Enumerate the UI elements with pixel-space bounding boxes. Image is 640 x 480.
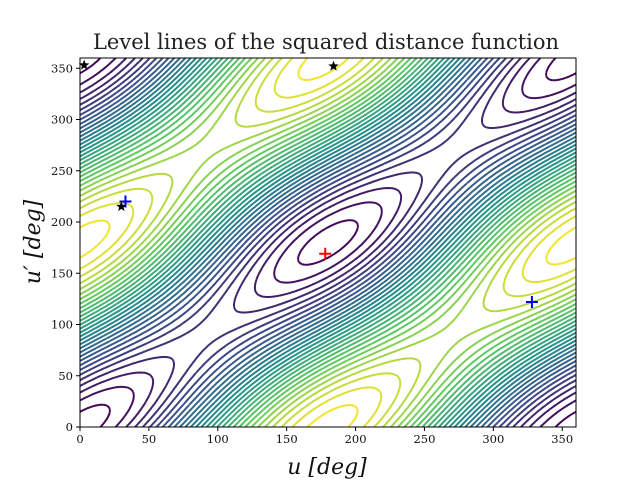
contour-level <box>80 58 576 427</box>
maximum-marker <box>319 247 332 260</box>
contour-level <box>80 58 576 427</box>
contour-level <box>80 58 576 427</box>
chart-title: Level lines of the squared distance func… <box>93 30 559 54</box>
contour-level <box>80 58 576 427</box>
y-tick-label: 350 <box>51 61 73 75</box>
y-tick-label: 0 <box>66 420 73 434</box>
contour-level <box>80 58 576 427</box>
contour-level <box>80 58 576 427</box>
contour-level <box>80 58 576 427</box>
contour-level <box>80 58 576 427</box>
contour-level <box>80 58 576 427</box>
x-axis-ticks: 0 50 100 150 200 250 300 350 <box>76 427 573 446</box>
y-axis-label: u′ [deg] <box>21 199 46 284</box>
contour-level <box>80 58 576 427</box>
saddle-marker <box>525 295 538 308</box>
minimum-star-marker <box>116 201 127 212</box>
contour-level <box>80 58 576 427</box>
contour-level <box>80 58 576 427</box>
contour-level <box>80 58 576 427</box>
x-axis-label: u [deg] <box>287 455 367 480</box>
x-tick-label: 100 <box>207 432 229 446</box>
contour-level <box>80 58 576 427</box>
x-tick-label: 350 <box>551 432 573 446</box>
contour-level <box>80 58 576 427</box>
contour-level <box>80 58 576 427</box>
x-tick-label: 0 <box>76 432 83 446</box>
contour-level <box>80 58 576 427</box>
contour-level <box>80 58 576 427</box>
x-tick-label: 250 <box>413 432 435 446</box>
plot-frame <box>79 57 577 428</box>
contour-level <box>80 58 576 427</box>
contour-level <box>80 58 576 427</box>
x-tick-label: 200 <box>345 432 367 446</box>
contour-level <box>80 58 576 427</box>
markers <box>78 59 538 308</box>
contour-level <box>80 58 576 427</box>
contour-level <box>80 58 576 427</box>
y-tick-label: 200 <box>51 215 73 229</box>
y-tick-label: 150 <box>51 266 73 280</box>
contour-level <box>80 58 576 427</box>
minimum-star-marker <box>78 59 90 70</box>
contour-level <box>80 58 576 427</box>
contour-level <box>80 58 576 427</box>
x-tick-label: 150 <box>276 432 298 446</box>
minimum-star-marker <box>328 60 339 71</box>
y-tick-label: 50 <box>58 369 73 383</box>
y-tick-label: 250 <box>51 164 73 178</box>
contour-level <box>80 58 576 427</box>
contour-level <box>80 58 576 427</box>
contour-lines <box>80 58 576 427</box>
x-tick-label: 300 <box>482 432 504 446</box>
contour-level <box>80 58 576 427</box>
y-tick-label: 300 <box>51 113 73 127</box>
contour-level <box>80 58 576 427</box>
y-tick-label: 100 <box>51 318 73 332</box>
y-axis-ticks: 0 50 100 150 200 250 300 350 <box>51 61 80 434</box>
x-tick-label: 50 <box>142 432 157 446</box>
